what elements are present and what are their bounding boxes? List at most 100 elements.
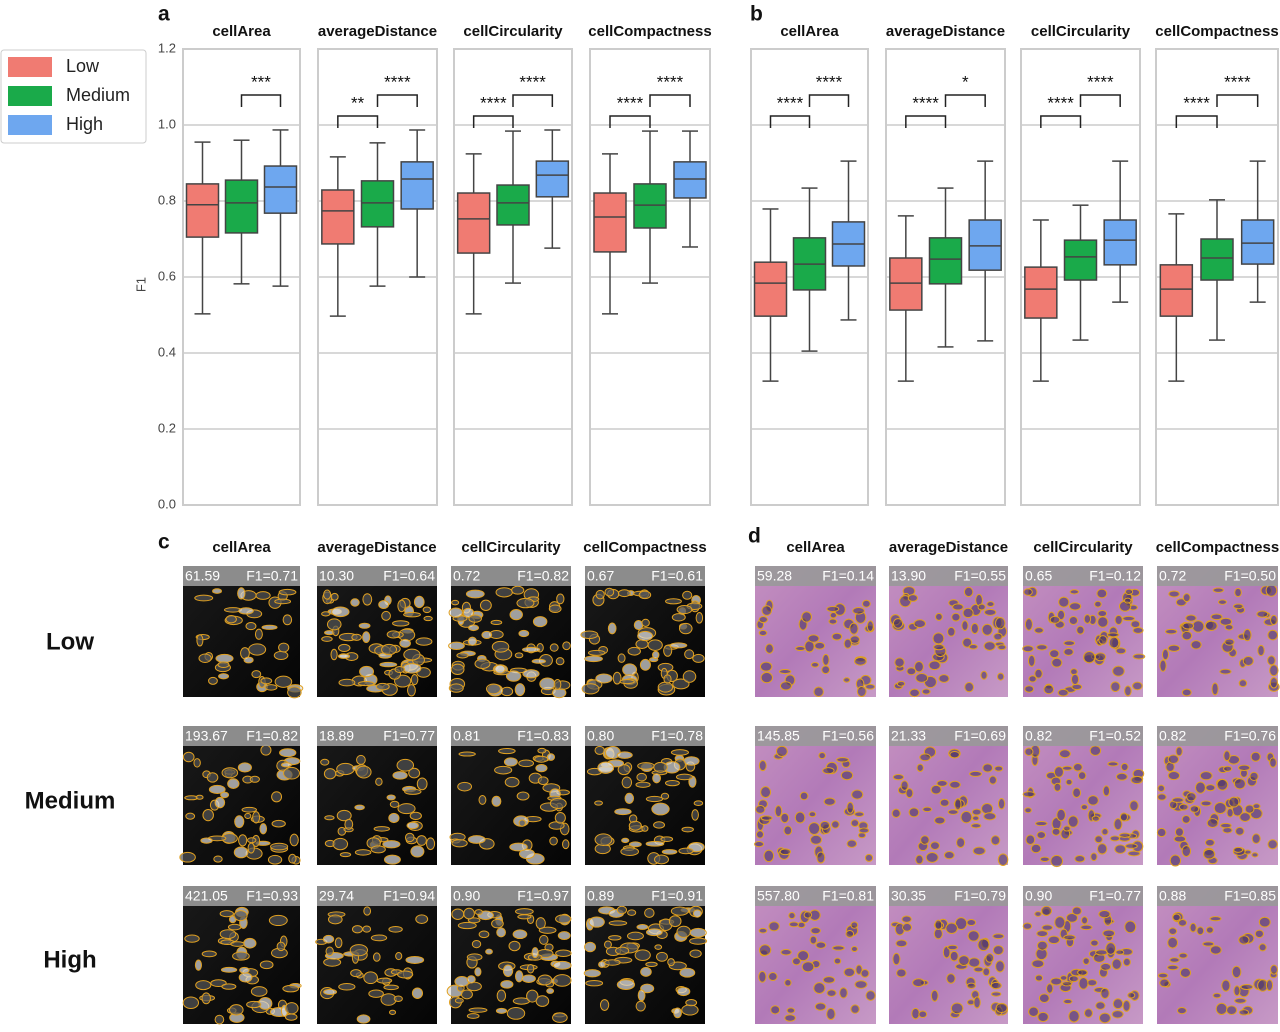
plot-frame: [317, 48, 438, 506]
cell-outline: [331, 606, 350, 618]
cell-outline: [1251, 852, 1259, 858]
cell-outline: [783, 825, 793, 836]
cell-outline: [997, 644, 1007, 651]
cell-outline: [865, 990, 876, 1001]
cell-outline: [758, 760, 767, 772]
cell-outline: [386, 630, 401, 639]
cell-outline: [1080, 924, 1093, 931]
cell-outline: [676, 925, 691, 938]
cell-outline: [1199, 771, 1213, 781]
cell-outline: [995, 617, 1006, 630]
cell-outline: [1119, 812, 1128, 822]
cell-outline: [616, 905, 628, 915]
cell-outline: [922, 806, 933, 813]
cell-outline: [1127, 850, 1141, 857]
cell-outline: [854, 657, 867, 666]
cell-outline: [395, 951, 403, 961]
cell-outline: [271, 819, 286, 828]
legend-swatch: [8, 86, 52, 106]
cell-outline: [768, 972, 778, 982]
cell-outline: [939, 798, 950, 807]
cell-outline: [1233, 778, 1246, 790]
cell-outline: [833, 957, 842, 965]
tile-value: 0.90: [1025, 888, 1052, 904]
cell-outline: [803, 911, 813, 919]
significance-label: ****: [816, 72, 843, 91]
cell-outline: [323, 589, 332, 600]
cell-outline: [808, 822, 821, 835]
cell-outline: [864, 853, 874, 862]
cell-outline: [1074, 854, 1086, 863]
cell-outline: [616, 751, 633, 759]
tile-value: 0.89: [587, 888, 614, 904]
cell-outline: [1063, 640, 1076, 646]
cell-outline: [1176, 1006, 1187, 1015]
cell-outline: [397, 970, 414, 979]
cell-outline: [634, 949, 651, 962]
cell-outline: [807, 634, 820, 643]
cell-outline: [584, 655, 603, 663]
cell-outline: [1061, 765, 1073, 771]
cell-outline: [1257, 644, 1265, 657]
cell-outline: [337, 653, 351, 659]
cell-outline: [823, 797, 836, 806]
legend-swatch: [8, 57, 52, 77]
significance-label: ****: [912, 93, 939, 112]
cell-outline: [1095, 1001, 1106, 1010]
cell-outline: [425, 837, 436, 851]
cell-outline: [1203, 848, 1216, 860]
cell-outline: [673, 1007, 682, 1019]
cell-outline: [1071, 683, 1083, 691]
cell-outline: [1037, 1011, 1049, 1023]
cell-outline: [1204, 838, 1215, 847]
cell-outline: [1189, 805, 1200, 813]
cell-outline: [861, 599, 871, 608]
cell-outline: [182, 751, 195, 763]
cell-outline: [323, 957, 342, 967]
cell-outline: [1132, 653, 1146, 660]
cell-outline: [1251, 833, 1261, 844]
cell-outline: [826, 1007, 836, 1021]
cell-outline: [491, 918, 504, 929]
cell-outline: [381, 643, 398, 656]
significance-bracket: [1175, 115, 1218, 128]
cell-outline: [1110, 681, 1121, 693]
cell-outline: [822, 767, 835, 775]
cell-outline: [531, 658, 546, 664]
cell-outline: [411, 987, 424, 999]
cell-outline: [179, 851, 196, 863]
cell-outline: [584, 941, 597, 953]
cell-outline: [250, 986, 268, 997]
column-title: averageDistance: [889, 539, 1008, 556]
image-tile: [1023, 726, 1143, 865]
cell-outline: [422, 606, 432, 614]
cell-outline: [238, 834, 248, 847]
cell-outline: [1063, 647, 1074, 656]
column-title: averageDistance: [317, 539, 436, 556]
cell-outline: [372, 952, 381, 962]
tile-value: 0.88: [1159, 888, 1186, 904]
cell-outline: [808, 811, 817, 818]
cell-outline: [645, 928, 663, 937]
plot-frame: [589, 48, 711, 506]
cell-outline: [996, 672, 1005, 681]
cell-outline: [514, 908, 534, 915]
cell-outline: [624, 792, 635, 804]
cell-outline: [831, 632, 843, 641]
cell-outline: [1221, 979, 1231, 992]
image-tile: [755, 886, 876, 1024]
cell-outline: [201, 950, 217, 958]
cell-outline: [1049, 649, 1060, 659]
cell-outline: [850, 921, 859, 929]
cell-outline: [851, 789, 864, 800]
tile-header: [585, 886, 705, 906]
tile-f1: F1=0.69: [954, 728, 1006, 744]
cell-outline: [1028, 1006, 1039, 1017]
cell-outline: [517, 914, 532, 920]
cell-outline: [920, 835, 930, 845]
cell-outline: [619, 679, 635, 685]
cell-outline: [621, 837, 630, 844]
tile-header: [1157, 886, 1278, 906]
cell-outline: [760, 671, 773, 684]
cell-outline: [990, 981, 1002, 990]
